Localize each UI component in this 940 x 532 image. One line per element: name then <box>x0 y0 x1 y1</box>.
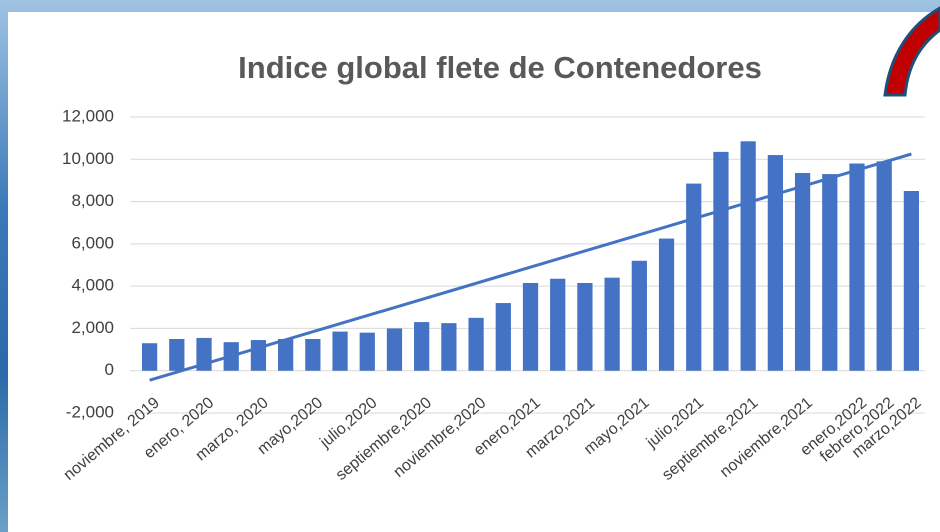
bar <box>305 339 320 371</box>
bar <box>849 164 864 371</box>
y-tick-label: 12,000 <box>62 106 114 125</box>
bar <box>387 328 402 370</box>
y-tick-label: -2,000 <box>66 402 114 421</box>
bar <box>441 323 456 371</box>
bar <box>496 303 511 371</box>
bar <box>713 152 728 371</box>
bar <box>605 278 620 371</box>
bar <box>550 279 565 371</box>
bar <box>632 261 647 371</box>
y-tick-label: 10,000 <box>62 149 114 168</box>
bar <box>877 161 892 370</box>
bar <box>686 184 701 371</box>
y-tick-label: 8,000 <box>71 191 114 210</box>
page: Indice global flete de Contenedores -2,0… <box>0 0 940 532</box>
y-tick-label: 0 <box>105 360 114 379</box>
bar <box>468 318 483 371</box>
bar <box>795 173 810 371</box>
bar <box>332 332 347 371</box>
bar <box>278 339 293 371</box>
chart-title: Indice global flete de Contenedores <box>238 50 762 85</box>
bar <box>741 141 756 370</box>
bar <box>251 340 266 371</box>
y-tick-label: 6,000 <box>71 233 114 252</box>
bar <box>360 333 375 371</box>
bar <box>142 343 157 370</box>
bar <box>822 174 837 371</box>
bar <box>169 339 184 371</box>
y-tick-label: 2,000 <box>71 318 114 337</box>
bar <box>768 155 783 371</box>
bar <box>414 322 429 371</box>
chart: Indice global flete de Contenedores -2,0… <box>0 0 940 532</box>
y-tick-label: 4,000 <box>71 276 114 295</box>
bar <box>904 191 919 371</box>
bar <box>659 239 674 371</box>
bar <box>577 283 592 371</box>
bar <box>523 283 538 371</box>
